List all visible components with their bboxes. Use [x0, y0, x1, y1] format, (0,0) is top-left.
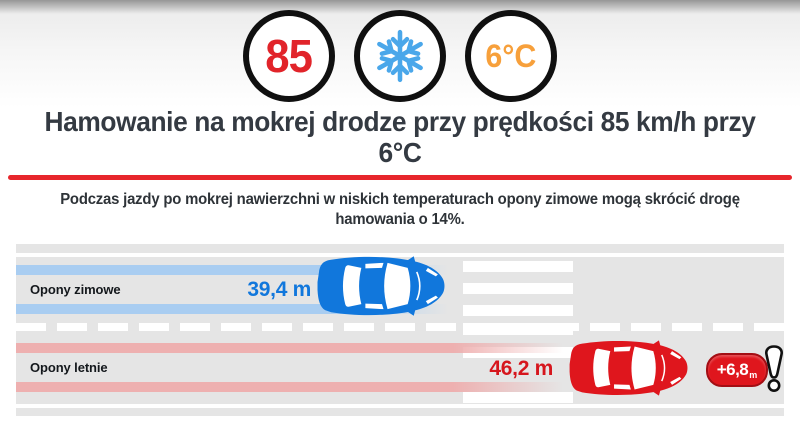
winter-distance-band-bottom: [16, 304, 448, 314]
exclamation-icon: [765, 345, 783, 392]
difference-value: +6,8: [716, 360, 749, 379]
crossing-bar: [463, 323, 573, 335]
winter-distance-value: 39,4 m: [247, 278, 311, 301]
header-icons: 85 6°C: [0, 10, 800, 102]
page-title: Hamowanie na mokrej drodze przy prędkośc…: [24, 106, 776, 168]
snowflake-icon: [354, 10, 446, 102]
snowflake-glyph: [377, 29, 423, 83]
winter-distance-band-top: [16, 265, 448, 275]
crossing-bar: [463, 283, 573, 294]
red-divider: [8, 175, 792, 180]
road-shoulder-top: [16, 244, 784, 253]
title-line-2: 6°C: [378, 137, 422, 168]
winter-car-icon: [317, 256, 445, 316]
subtitle-line-1: Podczas jazdy po mokrej nawierzchni w ni…: [60, 191, 740, 208]
title-line-1: Hamowanie na mokrej drodze przy prędkośc…: [44, 106, 756, 137]
speed-limit-icon: 85: [243, 10, 335, 102]
winter-tires-label: Opony zimowe: [30, 282, 121, 297]
temperature-icon: 6°C: [465, 10, 557, 102]
road-surface: Opony zimowe 39,4 m Opony letnie 46,2 m: [16, 256, 784, 404]
subtitle-line-2: hamowania o 14%.: [335, 211, 465, 228]
road-shoulder-bottom: [16, 408, 784, 416]
summer-distance-value: 46,2 m: [489, 357, 553, 380]
crossing-bar: [463, 261, 573, 272]
subtitle: Podczas jazdy po mokrej nawierzchni w ni…: [16, 190, 784, 230]
difference-badge: +6,8 m: [706, 353, 768, 387]
center-dash-line: [16, 323, 784, 331]
summer-tires-label: Opony letnie: [30, 360, 108, 375]
summer-car-icon: [569, 340, 688, 396]
summer-distance-band-top: [16, 343, 563, 353]
crossing-bar: [463, 392, 573, 403]
difference-unit: m: [749, 370, 758, 380]
speed-value: 85: [265, 30, 314, 82]
summer-distance-band-bottom: [16, 382, 563, 392]
crossing-bar: [463, 305, 573, 316]
temperature-value: 6°C: [485, 37, 537, 74]
